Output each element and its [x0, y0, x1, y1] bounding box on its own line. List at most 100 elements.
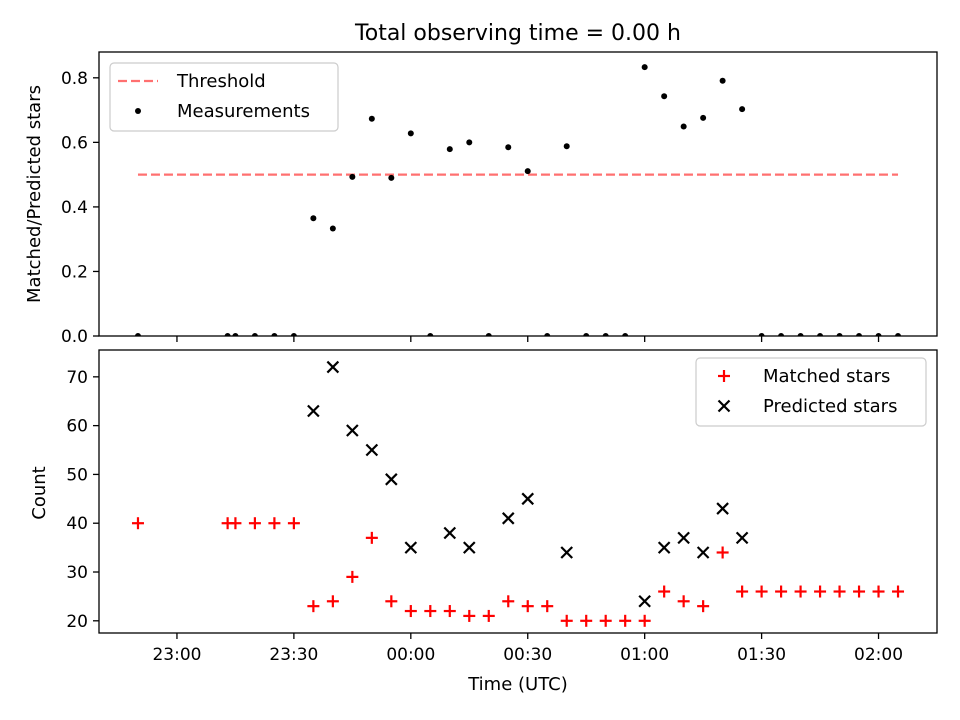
matched-star-point — [443, 605, 456, 618]
bottom-x-tick-label: 23:00 — [152, 645, 201, 665]
bottom-y-tick-label: 50 — [66, 465, 88, 485]
top-y-axis-label: Matched/Predicted stars — [24, 85, 45, 303]
matched-star-point — [229, 517, 242, 530]
legend-label: Predicted stars — [763, 396, 897, 417]
predicted-star-point — [326, 360, 340, 374]
predicted-star-point-b — [735, 531, 749, 545]
legend-label: Matched stars — [763, 366, 890, 387]
top-y-tick-label: 0.0 — [61, 327, 88, 347]
matched-star-point — [736, 585, 749, 598]
predicted-star-point — [735, 531, 749, 545]
ratio-panel: 0.0 0.2 0.4 0.6 0.8 Threshold Measurements — [61, 51, 938, 347]
bottom-x-tick-label: 23:30 — [269, 645, 318, 665]
predicted-star-point — [346, 424, 359, 437]
measurement-point — [310, 215, 317, 222]
predicted-star-point — [696, 546, 710, 559]
predicted-star-point-b — [365, 443, 379, 457]
predicted-star-point — [307, 404, 320, 418]
top-axes-frame — [98, 51, 938, 337]
top-legend-box — [109, 62, 339, 132]
bottom-plot-area — [131, 360, 905, 627]
predicted-star-point-b — [346, 424, 359, 437]
matched-star-point — [794, 585, 807, 598]
legend-matched-swatch — [718, 370, 730, 382]
bottom-y-tick-label: 70 — [66, 368, 88, 388]
matched-star-point — [560, 614, 573, 627]
bottom-x-tick-label: 02:00 — [854, 645, 903, 665]
matched-star-point — [580, 614, 593, 627]
x-axis-label: Time (UTC) — [467, 674, 568, 695]
predicted-star-point-b — [463, 541, 476, 554]
predicted-star-point-b — [501, 512, 515, 525]
predicted-star-point-b — [307, 404, 320, 418]
measurement-point — [466, 139, 473, 146]
matched-star-point — [541, 600, 554, 613]
measurement-point — [836, 333, 843, 336]
measurement-point — [505, 144, 512, 151]
top-y-tick-label: 0.2 — [61, 262, 88, 282]
predicted-star-point-b — [443, 526, 457, 540]
measurement-point — [661, 93, 668, 100]
top-y-tick-label: 0.6 — [61, 133, 88, 153]
matched-star-point — [131, 517, 144, 530]
predicted-star-point-b — [677, 531, 690, 545]
matched-star-point — [716, 546, 729, 559]
measurement-point — [739, 106, 746, 113]
measurement-point — [224, 333, 231, 336]
measurement-point — [251, 333, 258, 336]
count-panel: 20 30 40 50 60 70 23:00 23:30 00:00 00:30 01:00 01:… — [66, 349, 938, 665]
bottom-y-axis-label: Count — [29, 466, 50, 519]
bottom-legend: Matched stars Predicted stars — [695, 357, 927, 427]
top-y-tick-label: 0.8 — [61, 69, 88, 89]
predicted-star-point — [638, 595, 651, 608]
matched-star-point — [463, 609, 476, 622]
predicted-star-point-b — [385, 473, 398, 486]
bottom-x-tick-label: 00:30 — [503, 645, 552, 665]
legend-label: Measurements — [177, 101, 310, 122]
matched-star-point — [833, 585, 846, 598]
predicted-star-point — [463, 541, 476, 554]
bottom-y-tick-label: 40 — [66, 514, 88, 534]
matched-star-point — [365, 531, 378, 544]
measurement-point — [407, 130, 414, 137]
matched-star-point — [307, 600, 320, 613]
matched-star-point — [248, 517, 261, 530]
measurement-point — [232, 333, 239, 336]
matched-star-point — [404, 605, 417, 618]
bottom-y-tick-label: 20 — [66, 612, 88, 632]
matched-star-point — [619, 614, 632, 627]
measurement-point — [544, 333, 551, 336]
measurement-point — [895, 333, 902, 336]
legend-label: Threshold — [176, 71, 266, 92]
measurement-point — [446, 146, 453, 153]
bottom-legend-box — [695, 357, 927, 427]
measurement-point — [622, 333, 629, 336]
matched-star-point — [697, 600, 710, 613]
matched-star-point — [287, 517, 300, 530]
measurement-point — [778, 333, 785, 336]
matched-star-point — [677, 595, 690, 608]
bottom-y-tick-label: 30 — [66, 563, 88, 583]
measurement-point — [700, 114, 707, 121]
measurement-point — [368, 115, 375, 122]
measurement-point — [563, 143, 570, 150]
measurement-point — [290, 333, 297, 336]
matched-star-point — [872, 585, 885, 598]
bottom-x-tick-label: 01:00 — [620, 645, 669, 665]
legend-predicted-swatch-b — [717, 399, 731, 413]
measurement-point — [758, 333, 765, 336]
matched-star-point — [599, 614, 612, 627]
matched-star-point — [853, 585, 866, 598]
matched-star-point — [424, 605, 437, 618]
measurement-point — [427, 333, 434, 336]
matched-star-point — [482, 609, 495, 622]
matched-star-point — [326, 595, 339, 608]
predicted-star-point — [677, 531, 690, 545]
predicted-star-point — [716, 502, 729, 515]
measurement-point — [329, 225, 336, 232]
measurement-point — [388, 174, 395, 181]
chart-title: Total observing time = 0.00 h — [354, 21, 681, 46]
predicted-star-point — [521, 492, 535, 506]
top-y-tick-label: 0.4 — [61, 198, 88, 218]
legend-predicted-swatch — [717, 399, 731, 413]
